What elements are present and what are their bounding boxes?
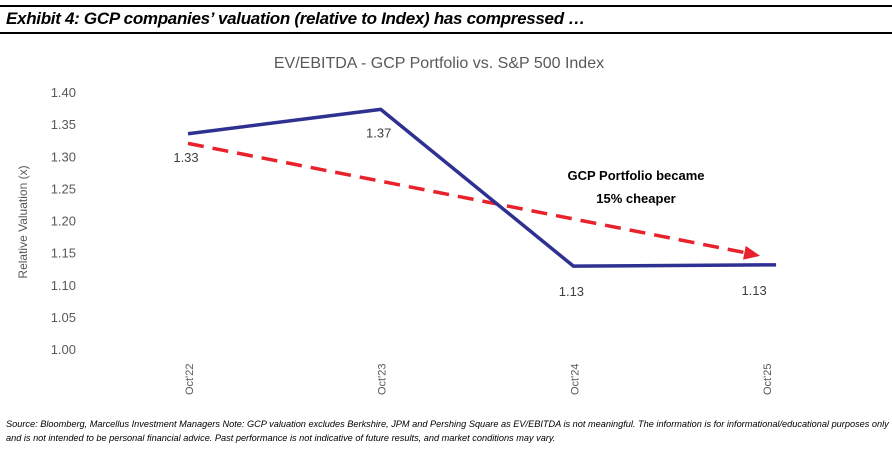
trend-arrow-head	[743, 245, 761, 260]
y-tick-label: 1.20	[51, 214, 76, 229]
chart-title: EV/EBITDA - GCP Portfolio vs. S&P 500 In…	[274, 55, 604, 72]
line-chart: EV/EBITDA - GCP Portfolio vs. S&P 500 In…	[16, 55, 777, 395]
source-note: Source: Bloomberg, Marcellus Investment …	[6, 419, 889, 443]
y-tick-label: 1.25	[51, 181, 76, 196]
title-rule	[0, 32, 892, 34]
y-tick-label: 1.10	[51, 278, 76, 293]
y-tick-label: 1.30	[51, 149, 76, 164]
y-axis-label: Relative Valuation (x)	[16, 165, 30, 278]
x-tick-label: Oct'25	[762, 364, 774, 395]
y-tick-label: 1.00	[51, 342, 76, 357]
trend-arrow-line	[187, 141, 747, 255]
data-label: 1.37	[366, 125, 391, 140]
y-tick-label: 1.05	[51, 310, 76, 325]
y-tick-label: 1.15	[51, 246, 76, 261]
x-tick-label: Oct'24	[569, 364, 581, 395]
y-tick-label: 1.40	[51, 85, 76, 100]
series-line	[187, 107, 777, 268]
x-tick-label: Oct'22	[184, 364, 196, 395]
annotation-line-1: GCP Portfolio became	[567, 168, 704, 183]
data-label: 1.13	[741, 283, 766, 298]
y-tick-label: 1.35	[51, 117, 76, 132]
top-rule	[0, 5, 892, 7]
data-label: 1.33	[173, 150, 198, 165]
exhibit-title: Exhibit 4: GCP companies’ valuation (rel…	[6, 9, 585, 28]
data-label: 1.13	[559, 284, 584, 299]
x-tick-label: Oct'23	[377, 364, 389, 395]
annotation-line-2: 15% cheaper	[596, 191, 676, 206]
